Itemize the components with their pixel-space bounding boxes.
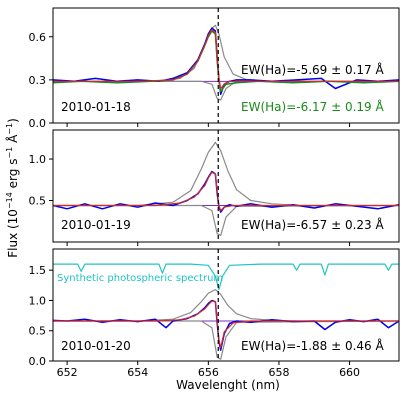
y-tick-label: 0.5 — [29, 195, 47, 208]
y-axis-label-part: erg s — [6, 159, 20, 193]
axes-frame — [52, 248, 400, 362]
equivalent-width-annotation: EW(Ha)=-6.17 ± 0.19 Å — [241, 99, 385, 114]
x-tick-label: 652 — [57, 366, 78, 379]
axes-frame — [52, 7, 400, 124]
synthetic-spectrum-label: Synthetic photospheric spectrum — [57, 273, 223, 284]
equivalent-width-annotation: EW(Ha)=-1.88 ± 0.46 Å — [241, 338, 385, 353]
y-axis-label-part: −14 — [5, 192, 14, 209]
fit-line — [53, 171, 399, 212]
x-tick-label: 656 — [198, 366, 219, 379]
axes-frame — [52, 129, 400, 243]
equivalent-width-annotation: EW(Ha)=-5.69 ± 0.17 Å — [241, 62, 385, 77]
y-tick-label: 1.0 — [29, 153, 47, 166]
broad-component-line — [53, 289, 399, 322]
panel-date-label: 2010-01-18 — [61, 100, 131, 114]
absorption-component-line — [53, 204, 399, 236]
y-tick-label: 0.5 — [29, 325, 47, 338]
y-tick-label: 0.0 — [29, 117, 47, 130]
fit-line — [53, 300, 399, 349]
y-axis-label-part: −1 — [5, 147, 14, 159]
synthetic-spectrum-line — [53, 263, 399, 291]
y-tick-label: 1.0 — [29, 294, 47, 307]
panel-date-label: 2010-01-20 — [61, 339, 131, 353]
equivalent-width-annotation: EW(Ha)=-6.57 ± 0.23 Å — [241, 217, 385, 232]
plot-area — [53, 24, 399, 101]
y-tick-label: 0.6 — [29, 31, 47, 44]
panel-1: 0.0 0.3 0.6 2010-01-18 EW(Ha)=-5.69 ± 0.17 Å… — [29, 7, 400, 130]
panel-date-label: 2010-01-19 — [61, 218, 131, 232]
panel-2: 0.5 1.0 2010-01-19 EW(Ha)=-6.57 ± 0.23 Å — [29, 129, 400, 246]
x-tick-label: 660 — [339, 366, 360, 379]
y-axis-label-part: Å — [5, 134, 20, 147]
panel-3: 0.0 0.5 1.0 1.5 652 654 656 658 660 2010-01-20 EW(… — [29, 248, 400, 379]
absorption-component-line — [53, 320, 399, 360]
y-tick-label: 1.5 — [29, 264, 47, 277]
y-axis-label-part: ) — [6, 118, 20, 123]
y-tick-label: 0.0 — [29, 355, 47, 368]
panels-group: 0.0 0.3 0.6 2010-01-18 EW(Ha)=-5.69 ± 0.17 Å… — [29, 7, 400, 379]
y-axis-label-part: −1 — [5, 123, 14, 135]
x-axis-label: Wavelenght (nm) — [176, 378, 280, 392]
y-tick-label: 0.3 — [29, 74, 47, 87]
x-tick-label: 658 — [268, 366, 289, 379]
y-axis-label: Flux (10−14 erg s−1 Å−1) — [5, 118, 20, 258]
y-axis-label-part: Flux (10 — [6, 209, 20, 258]
fit-line — [53, 29, 399, 90]
x-tick-label: 654 — [127, 366, 148, 379]
broad-component-line — [53, 141, 399, 207]
plot-area — [53, 141, 399, 236]
